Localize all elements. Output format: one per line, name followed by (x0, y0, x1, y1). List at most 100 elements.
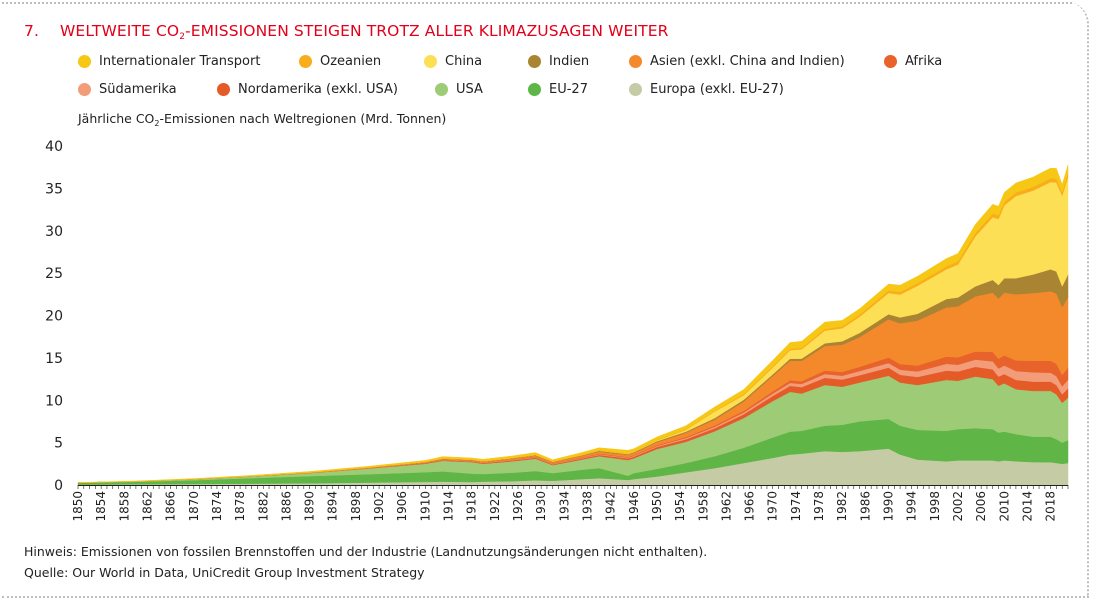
legend-label: Internationaler Transport (99, 53, 261, 69)
legend-label: EU-27 (549, 81, 588, 97)
legend-swatch (299, 54, 312, 68)
legend-label: Europa (exkl. EU-27) (650, 81, 784, 97)
legend-item-eu-27: EU-27 (528, 80, 588, 98)
legend-swatch (629, 82, 642, 96)
x-tick-label: 1910 (418, 491, 432, 522)
x-tick-label: 1886 (279, 491, 293, 522)
x-tick-label: 2014 (1020, 491, 1034, 522)
x-tick-label: 1858 (117, 491, 131, 522)
legend-swatch (78, 82, 91, 96)
x-tick-label: 1926 (511, 491, 525, 522)
legend-item-usa: USA (435, 80, 483, 98)
y-tick-label: 15 (45, 351, 63, 367)
legend-item-indien: Indien (528, 52, 589, 70)
x-tick-label: 2006 (974, 491, 988, 522)
legend-swatch (884, 54, 897, 68)
x-tick-label: 1862 (140, 491, 154, 522)
legend-swatch (217, 82, 230, 96)
x-tick-label: 1866 (164, 491, 178, 522)
legend-label: Asien (exkl. China and Indien) (650, 53, 845, 69)
x-tick-label: 1970 (766, 491, 780, 522)
x-tick-label: 1962 (719, 491, 733, 522)
legend-item-china: China (424, 52, 482, 70)
legend-label: USA (456, 81, 483, 97)
x-tick-label: 1878 (233, 491, 247, 522)
y-tick-label: 25 (45, 266, 63, 282)
y-tick-label: 5 (54, 436, 63, 452)
chart-number: 7. (24, 22, 39, 40)
x-tick-label: 1914 (442, 491, 456, 522)
x-tick-label: 1966 (743, 491, 757, 522)
legend-item-nordamerika-exkl-usa: Nordamerika (exkl. USA) (217, 80, 398, 98)
y-tick-label: 35 (45, 181, 63, 197)
x-tick-label: 1854 (94, 491, 108, 522)
x-tick-label: 1958 (696, 491, 710, 522)
chart-legend: Internationaler Transport Ozeanien China In… (78, 52, 1078, 106)
legend-item-asien-exkl-china-and-indien: Asien (exkl. China and Indien) (629, 52, 845, 70)
footnote-source: Quelle: Our World in Data, UniCredit Gro… (24, 565, 425, 580)
x-tick-label: 2010 (997, 491, 1011, 522)
x-tick-label: 1882 (256, 491, 270, 522)
legend-swatch (629, 54, 642, 68)
x-tick-label: 1902 (372, 491, 386, 522)
x-tick-label: 1994 (905, 491, 919, 522)
legend-label: Indien (549, 53, 590, 69)
x-tick-label: 1998 (928, 491, 942, 522)
y-axis-title-subscript: 2 (154, 119, 160, 128)
legend-label: Nordamerika (exkl. USA) (238, 81, 398, 97)
x-tick-label: 1922 (488, 491, 502, 522)
x-tick-label: 1954 (673, 491, 687, 522)
y-axis-title: Jährliche CO2-Emissionen nach Weltregion… (78, 111, 446, 128)
x-tick-label: 1938 (580, 491, 594, 522)
legend-item-europa-exkl-eu-27: Europa (exkl. EU-27) (629, 80, 784, 98)
legend-swatch (424, 54, 437, 68)
title-subscript: 2 (179, 32, 186, 42)
legend-label: Afrika (905, 53, 943, 69)
x-tick-label: 1942 (604, 491, 618, 522)
area-internationaler-transport (77, 165, 1069, 483)
x-tick-label: 1870 (187, 491, 201, 522)
legend-swatch (78, 54, 91, 68)
frame-top-border (2, 2, 1072, 4)
x-tick-label: 1918 (465, 491, 479, 522)
y-axis-title-pre: Jährliche CO (78, 111, 155, 126)
x-tick-label: 1974 (789, 491, 803, 522)
x-tick-label: 2018 (1044, 491, 1058, 522)
legend-item-s-damerika: Südamerika (78, 80, 177, 98)
y-tick-label: 40 (45, 139, 63, 155)
legend-item-afrika: Afrika (884, 52, 942, 70)
y-tick-label: 0 (54, 478, 63, 494)
legend-swatch (435, 82, 448, 96)
y-tick-label: 30 (45, 224, 63, 240)
y-axis-title-post: -Emissionen nach Weltregionen (Mrd. Tonn… (159, 111, 447, 126)
x-tick-label: 2002 (951, 491, 965, 522)
legend-label: Südamerika (99, 81, 177, 97)
x-tick-label: 1950 (650, 491, 664, 522)
y-tick-label: 20 (45, 309, 63, 325)
x-tick-label: 1850 (71, 491, 85, 522)
x-tick-label: 1934 (557, 491, 571, 522)
x-tick-label: 1874 (210, 491, 224, 522)
x-tick-label: 1930 (534, 491, 548, 522)
legend-swatch (528, 54, 541, 68)
x-tick-label: 1906 (395, 491, 409, 522)
legend-label: Ozeanien (320, 53, 382, 69)
x-tick-label: 1946 (627, 491, 641, 522)
title-text-post: -EMISSIONEN STEIGEN TROTZ ALLER KLIMAZUS… (185, 22, 669, 40)
y-tick-label: 10 (45, 393, 63, 409)
x-tick-label: 1982 (835, 491, 849, 522)
x-tick-label: 1894 (326, 491, 340, 522)
chart-title: 7. WELTWEITE CO2-EMISSIONEN STEIGEN TROTZ… (24, 22, 668, 42)
legend-swatch (528, 82, 541, 96)
x-tick-label: 1978 (812, 491, 826, 522)
x-tick-label: 1898 (349, 491, 363, 522)
footnote-hint: Hinweis: Emissionen von fossilen Brennst… (24, 544, 708, 559)
title-text-pre: WELTWEITE CO (60, 22, 180, 40)
legend-item-internationaler-transport: Internationaler Transport (78, 52, 260, 70)
legend-item-ozeanien: Ozeanien (299, 52, 381, 70)
x-tick-label: 1986 (858, 491, 872, 522)
legend-label: China (445, 53, 483, 69)
x-tick-label: 1890 (303, 491, 317, 522)
